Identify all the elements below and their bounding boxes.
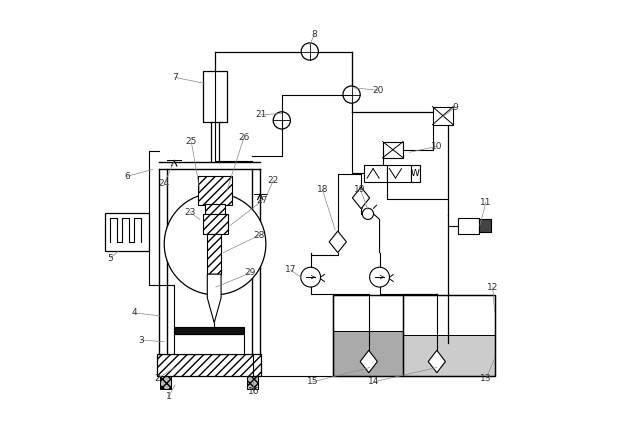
Text: 15: 15 [307, 377, 318, 386]
Bar [387, 165, 411, 181]
Text: W: W [411, 169, 420, 178]
Bar [404, 335, 495, 376]
Polygon shape [207, 274, 221, 323]
Bar [202, 214, 228, 234]
Text: 18: 18 [317, 185, 328, 194]
Bar [333, 331, 404, 376]
Bar [157, 354, 261, 376]
Text: 5: 5 [107, 254, 114, 263]
Bar [247, 376, 258, 389]
Bar [198, 176, 232, 205]
Bar [203, 71, 226, 122]
Text: 21: 21 [255, 110, 267, 119]
Bar [174, 327, 244, 334]
Bar [404, 295, 495, 376]
Text: 16: 16 [247, 387, 259, 396]
Circle shape [301, 43, 318, 60]
Text: 29: 29 [245, 268, 256, 277]
Text: 12: 12 [487, 283, 499, 292]
Text: 22: 22 [268, 176, 279, 185]
Text: 26: 26 [238, 133, 250, 142]
Text: 20: 20 [373, 86, 384, 95]
Text: 9: 9 [452, 103, 458, 112]
Polygon shape [360, 350, 378, 373]
Bar [160, 376, 171, 389]
Text: 25: 25 [186, 137, 197, 146]
Circle shape [343, 86, 360, 103]
Text: 1: 1 [166, 392, 172, 401]
Bar [411, 165, 420, 181]
Bar [458, 218, 479, 234]
Bar [106, 213, 149, 251]
Text: 10: 10 [431, 142, 442, 151]
Polygon shape [352, 187, 370, 209]
Polygon shape [428, 350, 445, 373]
Bar [333, 295, 404, 376]
Bar [479, 219, 491, 232]
Circle shape [370, 267, 389, 287]
Text: 3: 3 [139, 336, 144, 344]
Text: 7: 7 [172, 73, 178, 82]
Text: 14: 14 [368, 377, 379, 386]
Bar [205, 204, 225, 214]
Text: 28: 28 [254, 231, 265, 240]
Bar [207, 234, 221, 274]
Text: 13: 13 [480, 374, 492, 383]
Text: 6: 6 [124, 172, 130, 181]
Circle shape [273, 112, 291, 129]
Bar [363, 165, 387, 181]
Bar [174, 334, 244, 354]
Text: 2: 2 [154, 374, 160, 383]
Bar [333, 295, 495, 376]
Polygon shape [329, 231, 346, 253]
Text: 24: 24 [159, 179, 170, 188]
Text: 8: 8 [312, 30, 317, 39]
Bar [383, 142, 404, 158]
Text: 4: 4 [131, 308, 137, 318]
Text: 19: 19 [354, 185, 366, 194]
Circle shape [164, 193, 266, 295]
Text: 23: 23 [184, 208, 196, 217]
Circle shape [362, 208, 373, 219]
Text: 11: 11 [480, 198, 492, 207]
Text: 17: 17 [284, 265, 296, 274]
Text: 27: 27 [256, 197, 268, 206]
Circle shape [300, 267, 321, 287]
Bar [433, 107, 453, 125]
